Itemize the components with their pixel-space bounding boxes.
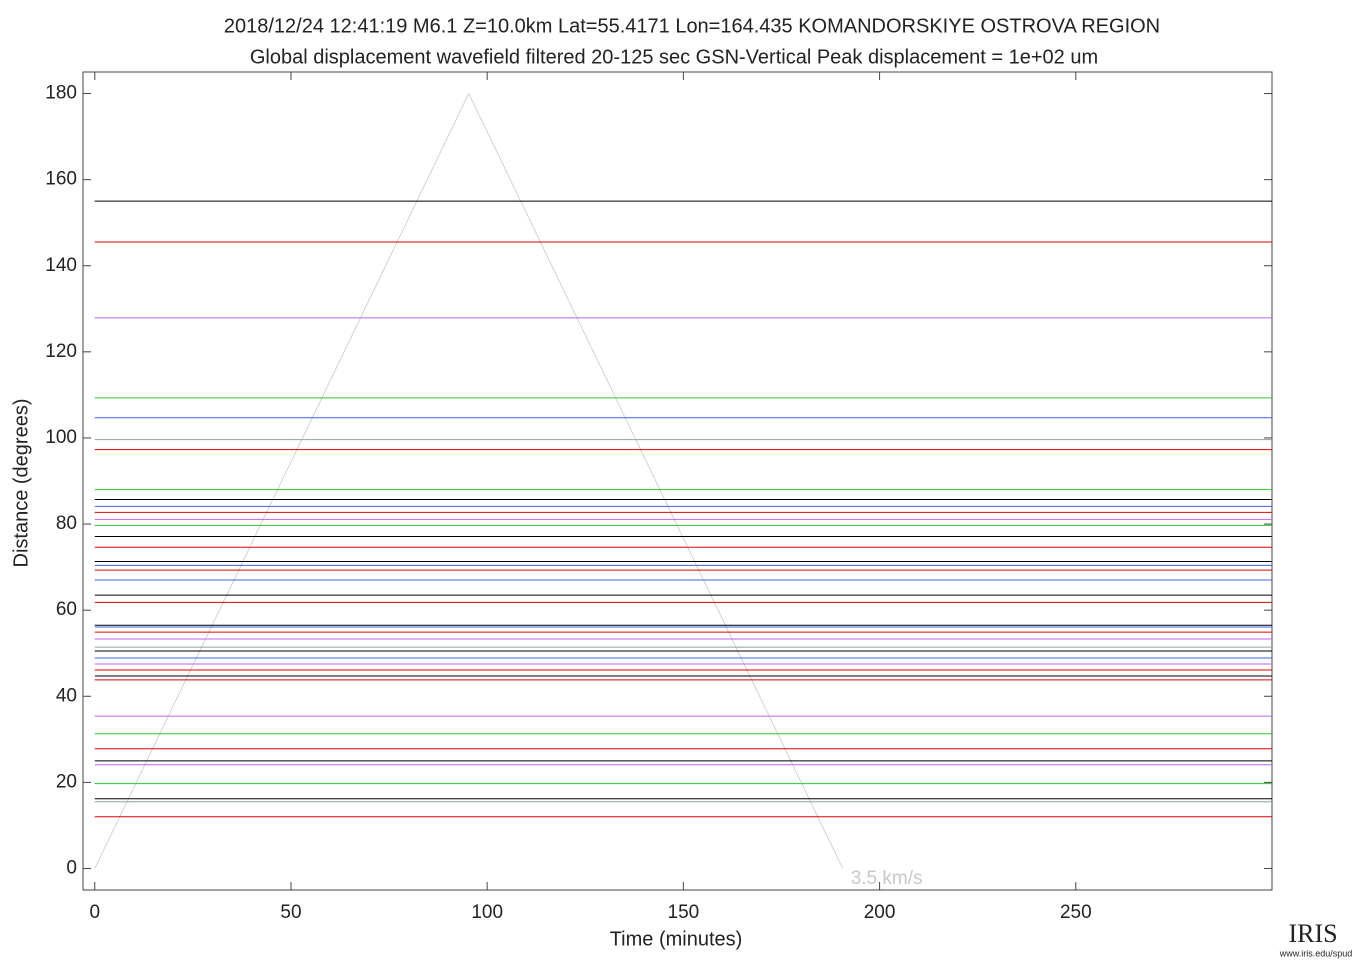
y-tick-label: 180 bbox=[45, 83, 77, 104]
y-tick-label: 100 bbox=[45, 427, 77, 448]
logo-url: www.iris.edu/spud bbox=[1279, 948, 1353, 958]
y-tick-label: 80 bbox=[56, 513, 77, 534]
y-tick-label: 0 bbox=[66, 857, 77, 878]
x-tick-label: 50 bbox=[280, 902, 301, 923]
x-tick-label: 150 bbox=[668, 902, 700, 923]
y-tick-label: 40 bbox=[56, 685, 77, 706]
x-tick-label: 200 bbox=[864, 902, 896, 923]
velocity-label: 3.5 km/s bbox=[851, 868, 923, 889]
y-tick-label: 140 bbox=[45, 255, 77, 276]
x-tick-label: 0 bbox=[89, 902, 100, 923]
chart-subtitle: Global displacement wavefield filtered 2… bbox=[250, 46, 1098, 68]
y-tick-label: 20 bbox=[56, 771, 77, 792]
x-tick-label: 100 bbox=[471, 902, 503, 923]
x-axis-label: Time (minutes) bbox=[610, 928, 743, 950]
y-tick-label: 120 bbox=[45, 341, 77, 362]
logo: IRIS bbox=[1288, 919, 1337, 948]
y-axis-label: Distance (degrees) bbox=[10, 399, 32, 568]
velocity-line bbox=[94, 92, 844, 869]
y-tick-label: 60 bbox=[56, 599, 77, 620]
y-tick-label: 160 bbox=[45, 169, 77, 190]
plot-frame bbox=[82, 71, 1273, 891]
x-tick-label: 250 bbox=[1060, 902, 1092, 923]
chart-title: 2018/12/24 12:41:19 M6.1 Z=10.0km Lat=55… bbox=[224, 15, 1160, 37]
